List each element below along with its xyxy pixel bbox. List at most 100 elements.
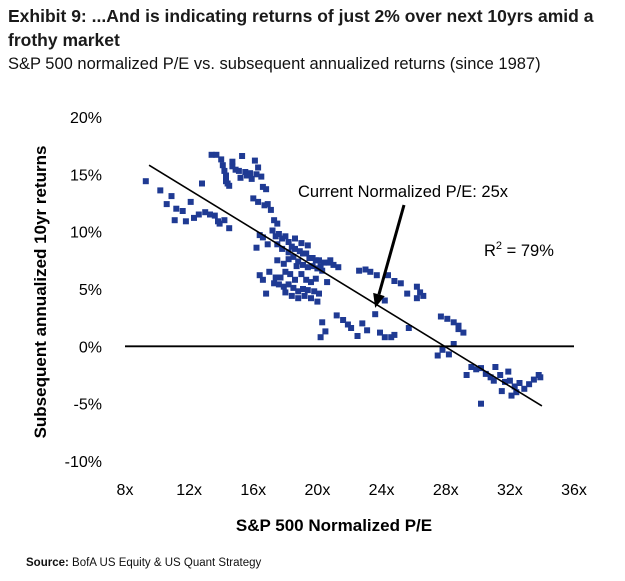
- r2-superscript: 2: [496, 240, 502, 252]
- data-point: [316, 290, 322, 297]
- data-point: [530, 376, 537, 383]
- data-point: [195, 211, 202, 218]
- data-point: [319, 319, 326, 326]
- data-point: [221, 217, 228, 224]
- data-point: [142, 178, 149, 185]
- data-point: [267, 206, 274, 213]
- data-point: [232, 166, 239, 173]
- data-point: [317, 263, 324, 270]
- data-point: [274, 220, 281, 227]
- x-tick-label: 8x: [117, 482, 134, 499]
- x-tick-label: 12x: [176, 482, 202, 499]
- data-point: [316, 257, 322, 264]
- data-point: [487, 374, 494, 381]
- data-point: [248, 175, 255, 182]
- data-point: [348, 325, 355, 331]
- data-point: [235, 167, 242, 174]
- data-point: [312, 257, 319, 264]
- data-point: [492, 364, 499, 370]
- data-point: [264, 201, 271, 208]
- data-point: [242, 169, 249, 175]
- data-point: [274, 257, 281, 264]
- data-point: [282, 268, 289, 275]
- data-point: [460, 329, 467, 336]
- x-axis-ticks: 8x 12x 16x 20x 24x 28x 32x 36x: [117, 482, 587, 499]
- data-point: [367, 268, 374, 275]
- data-point: [306, 255, 313, 261]
- data-point: [171, 217, 178, 224]
- data-point: [508, 392, 515, 399]
- data-point: [303, 250, 310, 257]
- data-point: [314, 298, 321, 305]
- data-point: [434, 352, 441, 359]
- y-tick-label: 10%: [70, 225, 102, 242]
- data-point: [285, 281, 292, 288]
- data-point: [207, 211, 213, 218]
- annotation-current-pe: Current Normalized P/E: 25x: [298, 183, 509, 201]
- data-point: [285, 239, 292, 245]
- data-point: [266, 268, 273, 275]
- data-point: [223, 172, 229, 179]
- data-point: [218, 156, 225, 163]
- data-point: [275, 281, 282, 288]
- data-point: [311, 288, 318, 295]
- data-point: [490, 377, 497, 384]
- data-point: [300, 261, 306, 268]
- data-point: [413, 295, 420, 302]
- data-point: [450, 341, 457, 347]
- data-point: [285, 249, 292, 256]
- data-point: [251, 157, 258, 164]
- x-tick-label: 20x: [305, 482, 331, 499]
- data-point: [280, 283, 287, 290]
- data-point: [287, 271, 294, 278]
- data-point: [259, 234, 266, 241]
- data-point: [478, 400, 484, 407]
- data-point: [229, 163, 236, 170]
- data-point: [359, 320, 366, 327]
- r2-value: = 79%: [502, 242, 554, 260]
- data-point: [505, 368, 512, 375]
- data-point: [219, 162, 226, 169]
- data-point: [255, 198, 262, 205]
- data-point: [303, 276, 310, 283]
- data-point: [216, 220, 223, 227]
- data-point: [301, 292, 308, 299]
- data-point: [317, 334, 324, 341]
- data-point: [381, 297, 388, 304]
- data-point: [300, 286, 306, 292]
- data-point: [405, 325, 412, 331]
- data-point: [173, 205, 180, 212]
- data-point: [437, 313, 444, 320]
- chart-subtitle: S&P 500 normalized P/E vs. subsequent an…: [8, 55, 541, 73]
- data-point: [513, 389, 520, 396]
- data-point: [526, 381, 533, 388]
- data-point: [468, 364, 475, 370]
- data-point: [280, 260, 287, 267]
- data-point: [226, 225, 233, 232]
- data-point: [312, 275, 319, 282]
- x-tick-label: 28x: [433, 482, 459, 499]
- annotation-arrow: [377, 204, 406, 295]
- data-point: [288, 243, 295, 250]
- data-point: [308, 279, 314, 286]
- x-tick-label: 24x: [369, 482, 395, 499]
- data-point: [455, 326, 462, 333]
- data-point: [282, 233, 289, 240]
- r2-r: R: [484, 242, 496, 260]
- source-note: Source: BofA US Equity & US Quant Strate…: [26, 557, 261, 569]
- data-point: [362, 266, 369, 273]
- data-point: [187, 198, 194, 205]
- chart-title: Exhibit 9: ...And is indicating returns …: [8, 6, 594, 50]
- data-point: [272, 233, 279, 240]
- data-point: [298, 240, 305, 247]
- data-point: [285, 256, 292, 263]
- data-point: [221, 167, 228, 174]
- data-point: [381, 334, 388, 341]
- y-tick-label: 5%: [79, 282, 102, 299]
- data-point: [208, 151, 215, 158]
- data-point: [304, 264, 311, 271]
- y-tick-label: 15%: [70, 167, 102, 184]
- data-point: [327, 257, 334, 264]
- data-point: [163, 201, 170, 208]
